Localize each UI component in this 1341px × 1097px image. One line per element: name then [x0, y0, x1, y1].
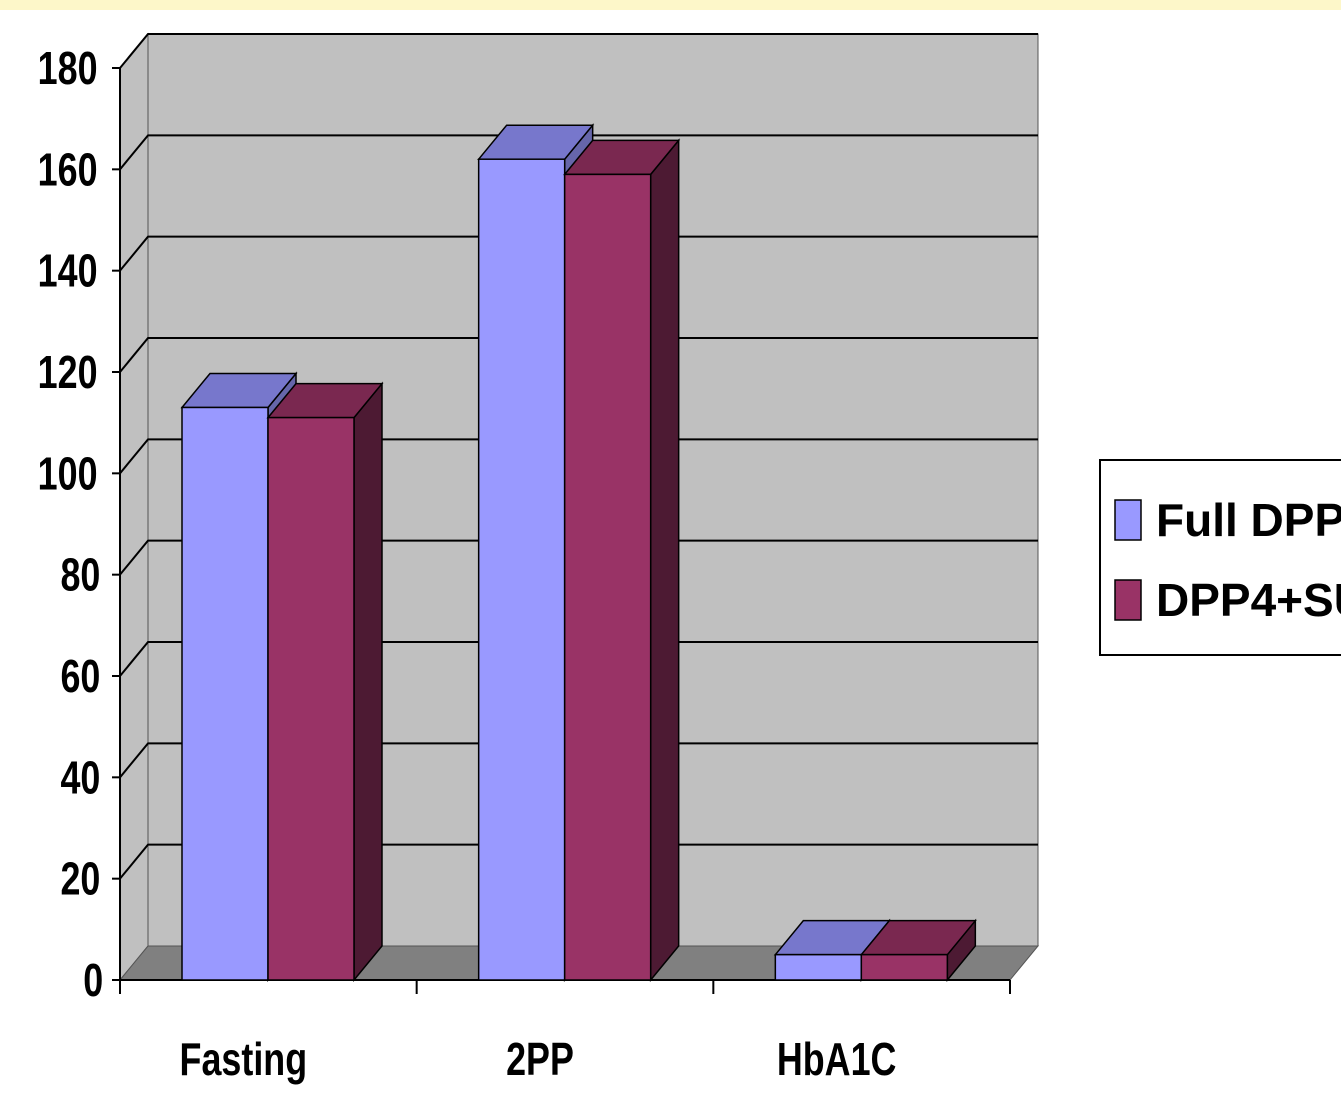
gridline	[119, 134, 1038, 170]
gridline	[119, 337, 1038, 373]
y-tick-label: 0	[83, 955, 103, 1006]
gridline	[119, 539, 1038, 576]
gridline	[119, 235, 1038, 272]
top-band	[0, 0, 1341, 10]
y-tick-label: 40	[60, 752, 100, 803]
gridline	[119, 33, 1038, 69]
gridline	[119, 641, 1038, 677]
bar	[860, 953, 949, 981]
gridline	[119, 742, 1038, 778]
y-tick-label: 80	[60, 549, 100, 600]
legend-swatch	[1114, 499, 1142, 541]
y-tick-label: 160	[38, 144, 98, 195]
bar-side	[353, 381, 383, 983]
x-category-label: HbA1C	[777, 1034, 897, 1085]
bar	[477, 158, 566, 981]
legend-box	[1099, 459, 1341, 656]
y-tick-label: 100	[38, 448, 98, 499]
x-category-label: Fasting	[180, 1034, 308, 1085]
y-tick-label: 140	[38, 245, 98, 296]
legend-label: Full DPP4	[1156, 494, 1341, 546]
gridline	[119, 438, 1038, 474]
x-category-label: 2PP	[506, 1034, 574, 1085]
y-tick-label: 180	[38, 43, 98, 94]
bar	[181, 406, 269, 981]
legend-label: DPP4+SU	[1156, 574, 1341, 626]
bar	[774, 953, 863, 981]
legend-swatch	[1114, 579, 1142, 621]
side-wall	[119, 32, 149, 982]
bar-side	[649, 138, 680, 983]
bar	[267, 416, 355, 981]
y-tick-label: 120	[38, 347, 98, 398]
gridline	[119, 843, 1038, 880]
bar	[563, 173, 652, 981]
y-tick-label: 60	[60, 651, 100, 702]
y-tick-label: 20	[60, 853, 100, 904]
